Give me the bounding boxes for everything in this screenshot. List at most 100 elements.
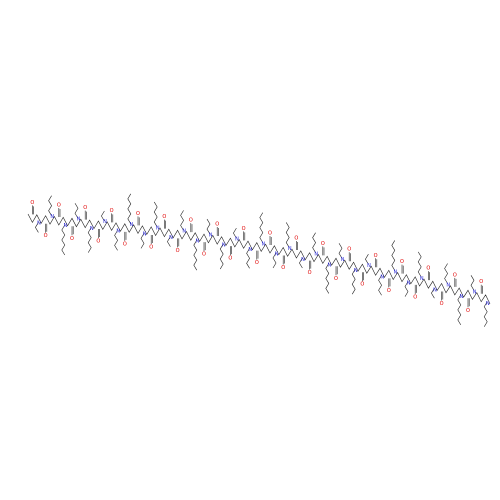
- atom-label: O: [83, 205, 87, 211]
- atom-label: N: [301, 257, 305, 263]
- atom-label: N: [446, 283, 450, 289]
- atom-label: N: [380, 274, 384, 280]
- atom-label: N: [64, 223, 68, 229]
- atom-label: N: [169, 235, 173, 241]
- side-chain: [74, 203, 79, 219]
- side-chain: [140, 233, 145, 249]
- side-chain: [431, 288, 435, 299]
- side-chain: [233, 227, 237, 239]
- atom-label: N: [130, 222, 134, 228]
- atom-label: N: [486, 301, 490, 307]
- side-chain: [338, 243, 343, 259]
- atom-label: O: [162, 214, 166, 220]
- atom-label: N: [209, 233, 213, 239]
- bonds: [27, 193, 491, 327]
- side-chain: [470, 275, 475, 291]
- side-chain: [219, 243, 224, 270]
- atom-label: O: [387, 288, 391, 294]
- atom-label: O: [110, 208, 114, 214]
- atom-label: O: [57, 202, 61, 208]
- atom-label: N: [314, 252, 318, 258]
- atom-label: O: [308, 270, 312, 276]
- side-chain: [61, 224, 66, 256]
- atom-label: N: [50, 214, 54, 220]
- side-chain: [114, 230, 118, 251]
- atom-label: O: [176, 248, 180, 254]
- atom-label: N: [262, 241, 266, 247]
- atom-label: N: [143, 232, 147, 238]
- atom-label: N: [103, 219, 107, 225]
- side-chain: [127, 193, 132, 224]
- atom-label: O: [215, 222, 219, 228]
- atom-label: O: [255, 260, 259, 266]
- atom-label: N: [420, 276, 424, 282]
- atom-label: N: [288, 246, 292, 252]
- side-chain: [35, 222, 39, 233]
- atom-label: N: [156, 225, 160, 231]
- atom-label: N: [394, 270, 398, 276]
- atom-labels: ONONONONONONONONONONONONONONONONONONONON…: [30, 200, 489, 314]
- side-chain: [417, 251, 422, 278]
- side-chain: [101, 210, 105, 222]
- atom-label: N: [275, 252, 279, 258]
- atom-label: O: [321, 241, 325, 247]
- atom-label: O: [374, 253, 378, 259]
- atom-label: N: [328, 262, 332, 268]
- side-chain: [87, 227, 92, 253]
- side-chain: [391, 240, 396, 271]
- side-chain: [444, 263, 448, 284]
- atom-label: N: [182, 229, 186, 235]
- atom-label: O: [360, 282, 364, 288]
- atom-label: N: [248, 247, 252, 253]
- side-chain: [483, 301, 488, 327]
- atom-label: O: [228, 256, 232, 262]
- atom-label: N: [77, 216, 81, 222]
- side-chain: [285, 222, 290, 248]
- backbone: [27, 213, 491, 305]
- side-chain: [325, 263, 330, 294]
- side-chain: [246, 248, 250, 269]
- side-chain: [299, 257, 303, 269]
- atom-label: N: [367, 263, 371, 269]
- side-chain: [404, 281, 409, 297]
- side-chain: [351, 269, 356, 295]
- side-chain: [272, 252, 277, 269]
- atom-label: O: [466, 308, 470, 314]
- side-chain: [167, 236, 171, 247]
- atom-label: O: [453, 272, 457, 278]
- atom-label: O: [70, 236, 74, 242]
- side-chain: [206, 218, 211, 235]
- atom-label: O: [44, 233, 48, 239]
- atom-label: O: [136, 211, 140, 217]
- atom-label: N: [37, 221, 41, 227]
- atom-label: O: [400, 259, 404, 265]
- atom-label: N: [341, 257, 345, 263]
- atom-label: O: [268, 230, 272, 236]
- atom-label: O: [202, 252, 206, 258]
- atom-label: O: [96, 238, 100, 244]
- atom-label: O: [149, 244, 153, 250]
- atom-label: O: [294, 236, 298, 242]
- side-chain: [180, 210, 184, 231]
- atom-label: N: [407, 281, 411, 287]
- atom-label: O: [123, 241, 127, 247]
- atom-label: N: [235, 237, 239, 243]
- atom-label: O: [413, 294, 417, 300]
- atom-label: O: [242, 226, 246, 232]
- atom-label: O: [426, 266, 430, 272]
- side-chain: [193, 240, 198, 271]
- side-chain: [153, 201, 158, 228]
- atom-label: O: [189, 218, 193, 224]
- atom-label: N: [473, 290, 477, 296]
- side-chain: [378, 275, 382, 296]
- atom-label: N: [354, 268, 358, 274]
- atom-label: N: [116, 229, 120, 235]
- atom-label: O: [440, 301, 444, 307]
- atom-label: O: [334, 276, 338, 282]
- side-chain: [365, 254, 369, 265]
- atom-label: N: [222, 243, 226, 249]
- atom-label: O: [281, 265, 285, 271]
- atom-label: N: [196, 239, 200, 245]
- atom-label: O: [30, 200, 34, 206]
